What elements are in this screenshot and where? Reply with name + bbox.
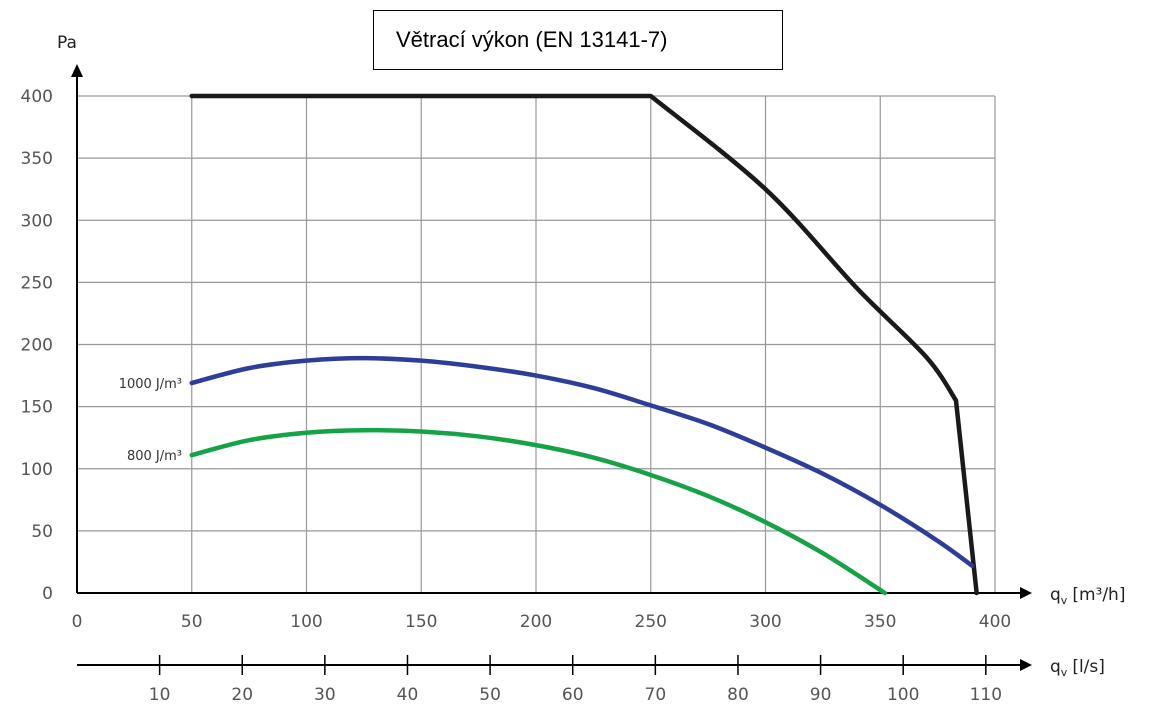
x2-axis-arrow [1020,659,1032,671]
x-tick-label: 150 [405,612,437,632]
series-line [189,355,975,568]
series [189,93,979,596]
x-tick-label: 300 [749,612,781,632]
y-tick-label: 50 [31,522,53,542]
y-tick-label: 150 [21,398,53,418]
x-tick-label: 200 [520,612,552,632]
y-tick-label: 350 [21,149,53,169]
x2-tick-label: 80 [727,685,749,705]
series-line [189,427,888,596]
y-tick-label: 250 [21,273,53,293]
x-tick-label: 250 [635,612,667,632]
x2-tick-label: 20 [231,685,253,705]
series-label: 800 J/m³ [127,449,182,464]
axis-names: Pa qv [m³/h] qv [l/s] [57,33,1125,679]
x-axis-label: qv [m³/h] [1050,585,1125,607]
x2-tick-label: 90 [810,685,832,705]
x2-axis-label: qv [l/s] [1050,657,1105,679]
x2-tick-label: 60 [562,685,584,705]
y-tick-label: 400 [21,87,53,107]
chart-title: Větrací výkon (EN 13141-7) [396,27,668,52]
x2-tick-label: 50 [479,685,501,705]
x2-tick-label: 110 [970,685,1002,705]
series-label: 1000 J/m³ [119,377,182,392]
series-labels: 1000 J/m³ 800 J/m³ [119,377,182,464]
x2-tick-label: 70 [645,685,667,705]
x-axis-arrow [1020,587,1032,599]
grid [77,95,996,593]
y-tick-label: 100 [21,460,53,480]
y-axis-label: Pa [57,33,77,53]
chart-title-box: Větrací výkon (EN 13141-7) [373,10,783,70]
tick-labels: 0 50 100 150 200 250 300 350 400 0 50 100 150 200 250 3… [21,87,1012,705]
x-tick-label: 400 [979,612,1011,632]
x-tick-label: 100 [290,612,322,632]
y-tick-label: 300 [21,211,53,231]
x2-tick-label: 100 [887,685,919,705]
x2-tick-label: 10 [149,685,171,705]
x-tick-label: 50 [181,612,203,632]
y-tick-label: 0 [42,584,53,604]
y-tick-label: 200 [21,336,53,356]
x-tick-label: 350 [864,612,896,632]
axes [71,64,1032,675]
x2-tick-label: 30 [314,685,336,705]
y-axis-arrow [71,64,83,77]
x-tick-label: 0 [72,612,83,632]
series-line [189,93,979,596]
x2-tick-label: 40 [397,685,419,705]
